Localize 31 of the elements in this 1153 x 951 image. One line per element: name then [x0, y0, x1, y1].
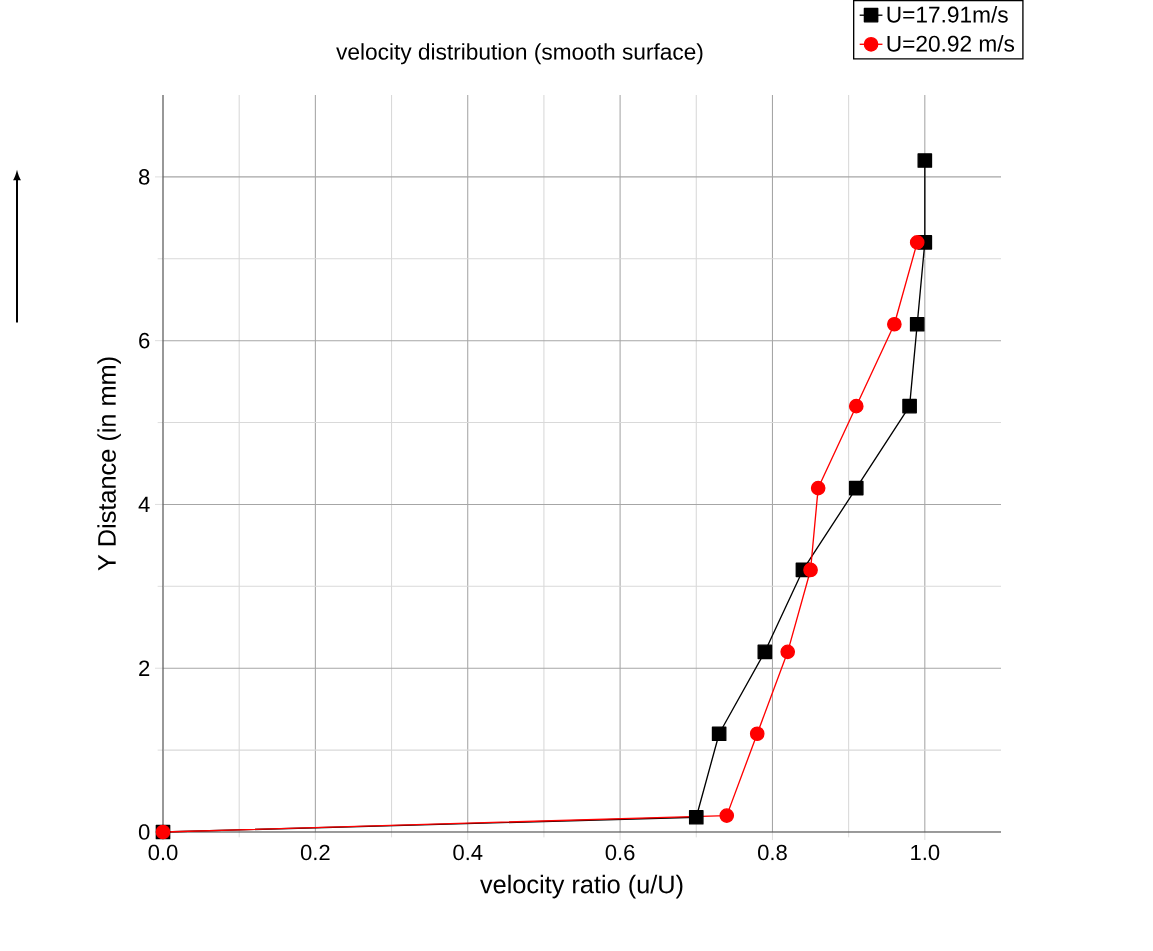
- y-tick-label: 8: [139, 169, 150, 185]
- point: [909, 316, 925, 332]
- point: [719, 808, 735, 823]
- legend-label: U=20.92 m/s: [887, 35, 1015, 52]
- point: [688, 809, 704, 825]
- y-tick-label: 0: [138, 824, 150, 840]
- point: [749, 726, 765, 742]
- x-axis-title: velocity ratio (u/U): [480, 874, 683, 899]
- x-tick-label: 0.8: [758, 844, 787, 861]
- x-tick-label: 0.2: [300, 844, 330, 861]
- chart-title: velocity distribution (smooth surface): [336, 43, 703, 65]
- x-tick-label: 0.4: [453, 844, 483, 861]
- y-tick-label: 2: [139, 660, 150, 676]
- point: [711, 726, 727, 742]
- point: [887, 316, 902, 332]
- x-tick-label: 0.0: [148, 844, 178, 861]
- x-tick-label: 1.0: [911, 844, 940, 861]
- point: [909, 235, 925, 250]
- y-tick-label: 4: [138, 496, 150, 513]
- y-axis-title: Y Distance (in mm): [97, 357, 121, 571]
- point: [917, 153, 933, 168]
- point: [902, 398, 917, 414]
- y-tick-label: 6: [139, 332, 150, 349]
- point: [757, 644, 773, 660]
- point: [848, 480, 864, 496]
- point: [803, 562, 818, 578]
- x-tick-label: 0.6: [605, 844, 635, 861]
- legend-label: U=17.91m/s: [887, 6, 1008, 23]
- point: [810, 480, 826, 496]
- point: [848, 398, 864, 414]
- point: [780, 644, 796, 660]
